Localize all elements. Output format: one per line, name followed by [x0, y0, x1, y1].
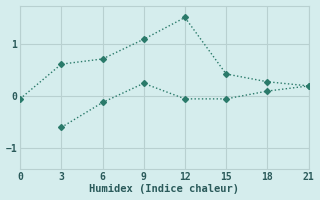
- X-axis label: Humidex (Indice chaleur): Humidex (Indice chaleur): [89, 184, 239, 194]
